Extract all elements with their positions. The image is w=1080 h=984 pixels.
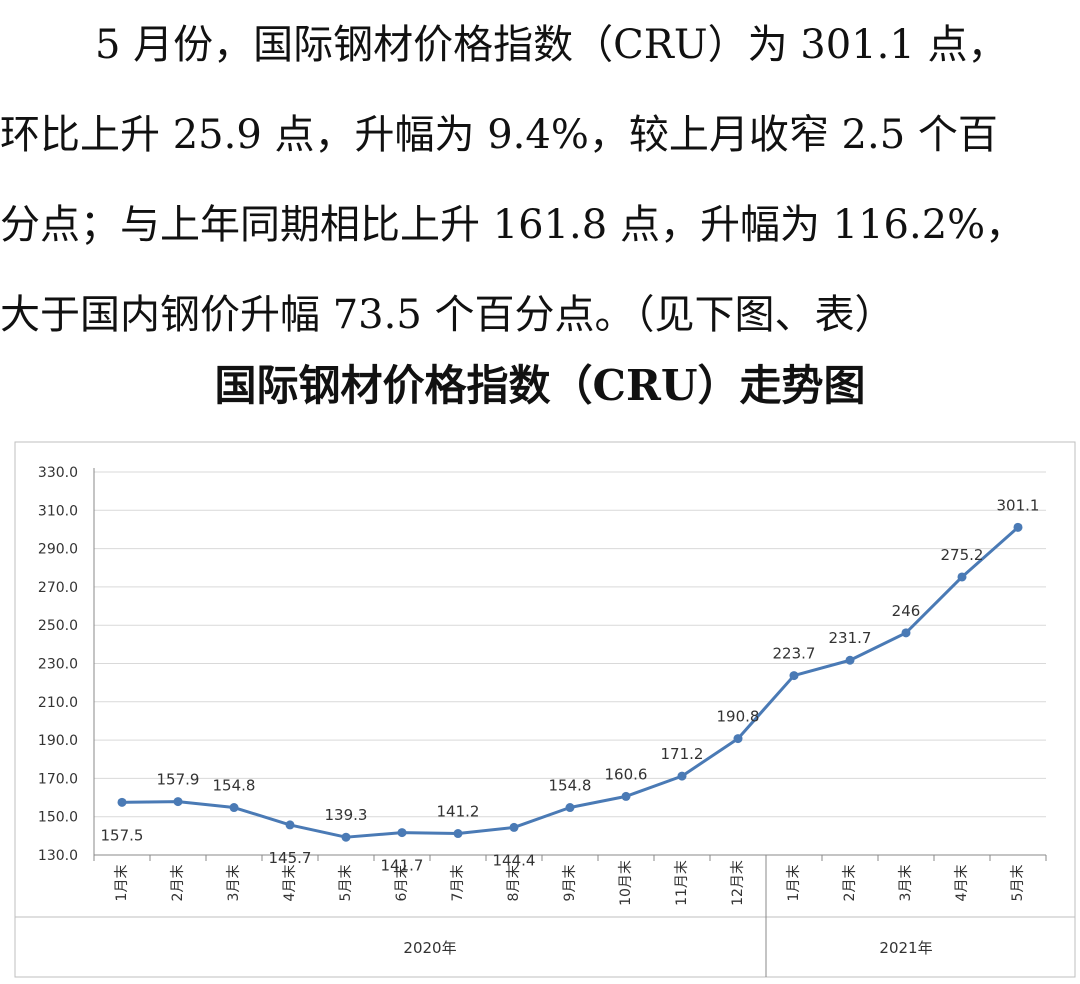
x-category-label: 1月末 [786,865,802,902]
data-label: 157.9 [157,771,200,789]
data-label: 154.8 [213,777,256,795]
data-point [733,734,743,744]
data-point [789,671,799,681]
paragraph-line: 5 月份，国际钢材价格指数（CRU）为 301.1 点， [95,22,1008,68]
data-point [621,791,631,801]
x-category-label: 9月末 [562,865,578,902]
x-category-label: 5月末 [338,865,354,902]
data-label: 231.7 [829,629,872,647]
y-tick-label: 330.0 [38,465,78,481]
data-point [565,803,575,813]
data-label: 157.5 [101,826,144,844]
data-point [901,628,911,638]
x-category-label: 8月末 [506,865,522,902]
x-category-label: 3月末 [898,865,914,902]
data-label: 301.1 [997,496,1040,514]
y-tick-label: 150.0 [38,810,78,826]
y-tick-label: 270.0 [38,580,78,596]
data-point [173,797,183,807]
data-point [229,803,239,813]
x-category-label: 2月末 [170,865,186,902]
data-point [453,829,463,839]
data-label: 246 [892,602,921,620]
x-category-label: 12月末 [730,860,746,906]
data-label: 141.7 [381,857,424,875]
data-point [509,822,519,832]
y-tick-label: 170.0 [38,771,78,787]
data-label: 139.3 [325,806,368,824]
data-label: 154.8 [549,777,592,795]
y-tick-label: 290.0 [38,542,78,558]
paragraph-line: 分点；与上年同期相比上升 161.8 点，升幅为 116.2%， [0,202,1026,248]
data-point [957,572,967,582]
x-category-label: 1月末 [114,865,130,902]
chart-frame [14,441,1076,978]
data-point [117,797,127,807]
y-tick-label: 190.0 [38,733,78,749]
x-category-label: 10月末 [618,860,634,906]
data-label: 160.6 [605,765,648,783]
data-label: 223.7 [773,645,816,663]
data-label: 144.4 [493,851,536,869]
x-category-label: 4月末 [954,865,970,902]
x-group-label: 2020年 [403,939,456,957]
data-point [285,820,295,830]
x-group-label: 2021年 [879,939,932,957]
data-label: 145.7 [269,849,312,867]
x-category-label: 4月末 [282,865,298,902]
data-point [677,771,687,781]
x-category-label: 6月末 [394,865,410,902]
y-tick-label: 230.0 [38,657,78,673]
data-label: 275.2 [941,546,984,564]
data-point [341,832,351,842]
data-point [397,828,407,838]
x-category-label: 7月末 [450,865,466,902]
x-category-label: 11月末 [674,860,690,906]
paragraph-line: 大于国内钢价升幅 73.5 个百分点。（见下图、表） [0,292,895,338]
data-point [845,655,855,665]
y-tick-label: 130.0 [38,848,78,864]
x-category-label: 3月末 [226,865,242,902]
data-label: 190.8 [717,708,760,726]
y-tick-label: 210.0 [38,695,78,711]
data-label: 141.2 [437,803,480,821]
data-point [1013,522,1023,532]
x-category-label: 5月末 [1010,865,1026,902]
y-tick-label: 250.0 [38,618,78,634]
chart-title: 国际钢材价格指数（CRU）走势图 [214,361,866,410]
cru-line-chart: 130.0 150.0 170.0 190.0 210.0 230.0 250.0 270.0… [14,441,1076,978]
y-tick-label: 310.0 [38,503,78,519]
data-label: 171.2 [661,745,704,763]
intro-paragraph: 5 月份，国际钢材价格指数（CRU）为 301.1 点， 环比上升 25.9 点… [0,0,1080,360]
x-category-label: 2月末 [842,865,858,902]
paragraph-line: 环比上升 25.9 点，升幅为 9.4%，较上月收窄 2.5 个百 [0,112,998,158]
